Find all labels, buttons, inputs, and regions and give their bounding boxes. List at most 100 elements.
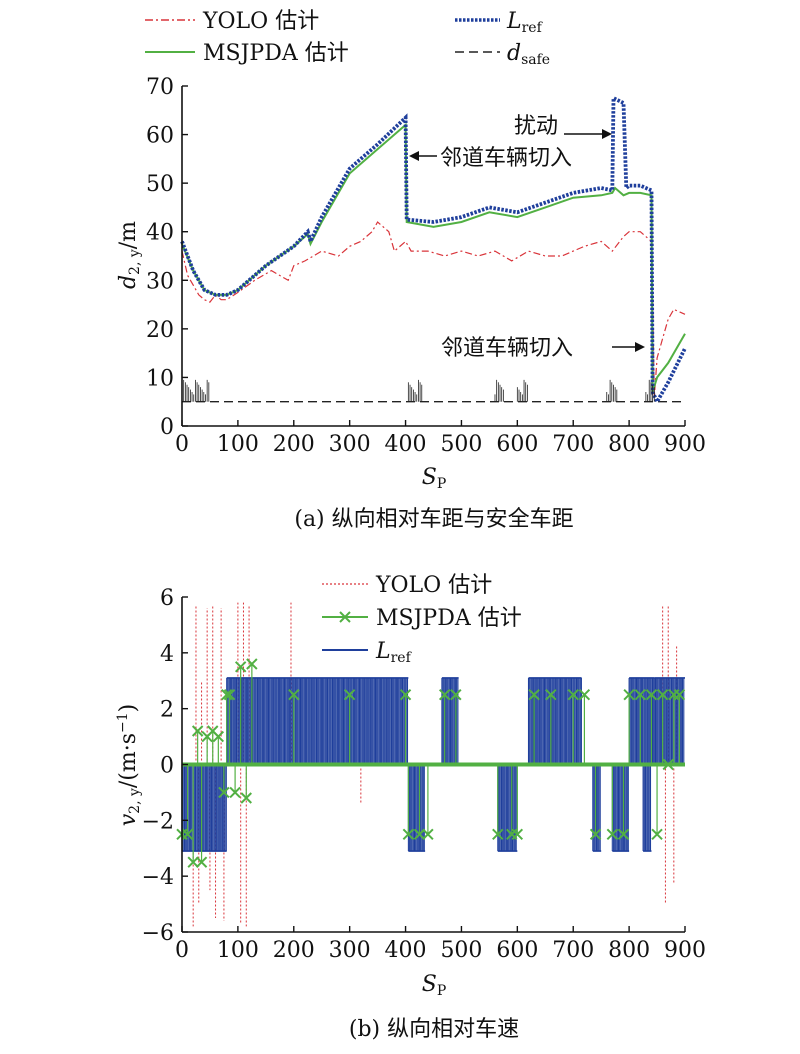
msjpda-marker [662,758,674,771]
chart-b-y-tick-label: −6 [142,921,174,946]
msjpda-marker [229,786,241,799]
chart-b-x-tick-label: 0 [175,938,189,963]
chart-b-x-tick-label: 900 [664,938,706,963]
msjpda-marker [212,730,225,743]
legend-a-yolo-label: YOLO 估计 [202,9,319,34]
msjpda-marker [645,689,658,701]
lref-block [642,764,652,851]
chart-a-x-tick-label: 300 [329,432,371,457]
legend-a-msjpda-label: MSJPDA 估计 [203,41,349,66]
annotations-a: 扰动 邻道车辆切入 邻道车辆切入 [409,114,645,361]
msjpda-marker [288,689,300,701]
legend-a: YOLO 估计 MSJPDA 估计 Lref dsafe [145,9,550,68]
chart-b-y-tick-label: −4 [142,865,174,890]
msjpda-marker [673,689,686,701]
msjpda-marker [343,689,356,701]
chart-b-x-tick-label: 400 [385,938,427,963]
annotation-disturb: 扰动 [514,114,558,139]
legend-b: YOLO 估计 MSJPDA 估计 Lref [318,567,568,667]
chart-a-y-tick-label: 0 [160,415,174,440]
y-axis-label-a: d2, y/m [116,221,143,289]
plot-area-b [176,602,686,927]
msjpda-marker [578,689,591,701]
chart-a-x-tick-label: 700 [552,432,594,457]
legend-b-msjpda-label: MSJPDA 估计 [376,606,522,631]
chart-b: 0 100 200 300 400 500 600 700 800 900 −6 −4 −2 0 2 4 6 Y… [115,567,706,1042]
annotation-cutin-1: 邻道车辆切入 [440,146,572,171]
chart-b-x-tick-label: 200 [273,938,315,963]
msjpda-marker [191,725,204,737]
series-msjpda-line [181,122,686,393]
chart-a-x-tick-label: 900 [664,432,706,457]
chart-a-y-tick-label: 10 [146,366,174,391]
chart-b-x-tick-label: 800 [608,938,650,963]
x-axis-label-b: SP [422,972,447,999]
msjpda-marker [545,689,557,701]
legend-b-lref-label: Lref [375,639,413,666]
series-yolo-line [181,221,686,397]
ticks-b: 0 100 200 300 400 500 600 700 800 900 −6 −4 −2 0 2 4 6 [142,586,706,963]
x-axis-label-a: SP [422,465,447,492]
chart-b-x-tick-label: 500 [440,938,482,963]
msjpda-marker [187,856,199,868]
msjpda-marker [413,828,426,840]
msjpda-marker [240,792,252,804]
chart-b-x-tick-label: 700 [552,938,594,963]
annotation-cutin-2: 邻道车辆切入 [441,336,573,361]
chart-a-y-tick-label: 40 [146,221,174,246]
chart-b-y-tick-label: 0 [160,754,174,779]
msjpda-marker [567,689,579,701]
annotation-cutin-1-arrowhead [409,151,419,161]
chart-a-y-tick-label: 60 [146,124,174,149]
msjpda-marker [181,828,194,840]
msjpda-marker [606,828,619,840]
lref-block [226,678,409,765]
msjpda-marker [221,689,233,701]
chart-a-y-tick-label: 20 [146,318,174,343]
chart-b-y-tick-label: −2 [142,809,174,834]
legend-b-msjpda-marker [339,611,351,623]
msjpda-marker [422,828,434,840]
chart-a-x-tick-label: 100 [217,432,259,457]
msjpda-marker [402,828,415,840]
caption-a: (a) 纵向相对车距与安全车距 [294,507,573,532]
chart-b-y-tick-label: 4 [160,642,174,667]
msjpda-marker [492,828,504,840]
chart-a-y-tick-label: 50 [146,172,174,197]
chart-a: YOLO 估计 MSJPDA 估计 Lref dsafe 0 100 200 300 4… [116,9,706,532]
legend-a-dsafe-label: dsafe [507,41,550,68]
annotation-cutin-2-arrowhead [635,342,645,352]
msjpda-marker [399,689,412,701]
chart-a-x-tick-label: 600 [496,432,538,457]
chart-a-y-tick-label: 30 [146,269,174,294]
chart-a-x-tick-label: 200 [273,432,315,457]
chart-b-y-tick-label: 6 [160,586,174,611]
msjpda-marker [651,828,663,840]
chart-a-y-tick-label: 70 [146,75,174,100]
msjpda-marker [589,828,602,840]
legend-b-yolo-label: YOLO 估计 [375,573,492,598]
msjpda-marker [246,658,258,670]
msjpda-marker [195,856,208,868]
chart-a-x-tick-label: 400 [385,432,427,457]
lref-block [181,764,227,851]
lref-block [441,678,459,765]
chart-b-x-tick-label: 100 [217,938,259,963]
msjpda-marker [634,689,646,701]
msjpda-marker [623,689,635,701]
caption-b: (b) 纵向相对车速 [349,1017,519,1042]
msjpda-marker [450,689,462,701]
msjpda-marker [234,661,247,673]
y-axis-label-b: v2, y/(m·s−1) [115,704,143,827]
chart-b-y-tick-label: 2 [160,698,174,723]
chart-a-x-tick-label: 500 [440,432,482,457]
chart-a-x-tick-label: 800 [608,432,650,457]
ticks-a: 0 100 200 300 400 500 600 700 800 900 0 10 20 30 40 50 6… [146,75,706,457]
msjpda-marker [511,828,524,840]
chart-a-x-tick-label: 0 [175,432,189,457]
msjpda-marker [656,689,669,701]
chart-b-x-tick-label: 300 [329,938,371,963]
msjpda-marker [218,786,230,799]
chart-b-x-tick-label: 600 [496,938,538,963]
